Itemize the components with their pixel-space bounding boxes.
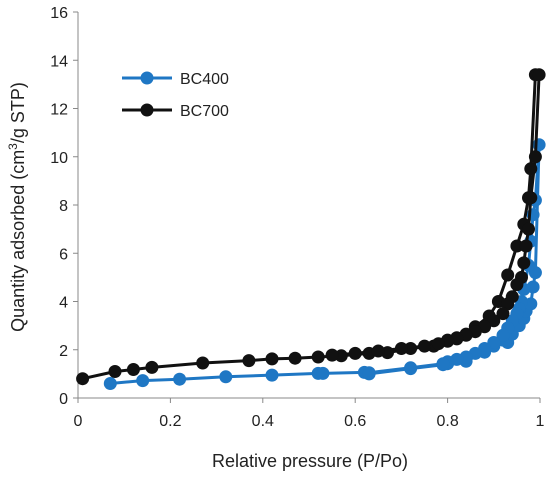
data-point-bc400 [436,357,450,371]
data-point-bc700 [501,268,515,282]
data-point-bc700 [288,351,302,365]
data-point-bc700 [145,360,159,374]
data-point-bc700 [496,307,510,321]
data-point-bc700 [394,342,408,355]
data-point-bc700 [348,346,362,360]
data-point-bc400 [265,368,279,382]
data-point-bc700 [501,297,515,311]
legend-item-bc400: BC400 [122,71,229,88]
data-point-bc700 [524,162,538,176]
legend-marker-bc700 [140,103,154,117]
legend-item-bc700: BC700 [122,103,229,120]
data-point-bc400 [173,372,187,386]
data-point-bc400 [103,377,117,390]
x-tick-label: 0 [74,413,83,430]
y-tick-label: 6 [59,246,68,263]
y-tick-label: 16 [50,5,68,22]
y-tick-label: 12 [50,102,68,119]
data-point-bc400 [487,336,501,349]
data-point-bc400 [316,366,330,380]
data-point-bc700 [76,372,90,386]
y-tick-label: 10 [50,150,68,167]
data-point-bc400 [404,361,418,375]
legend-label-bc700: BC700 [180,103,229,120]
data-point-bc700 [108,365,122,378]
x-tick-label: 0.8 [436,413,458,430]
x-axis-title: Relative pressure (P/Po) [212,451,408,471]
data-point-bc700 [510,239,524,253]
y-axis-ticks: 0 2 4 6 8 10 12 14 16 [50,5,78,408]
data-point-bc700 [528,150,542,164]
data-point-bc700 [242,354,256,368]
data-point-bc700 [371,344,385,358]
y-tick-label: 0 [59,391,68,408]
data-point-bc700 [532,68,546,82]
plot-axes [77,12,540,399]
legend-marker-bc400 [140,71,154,85]
series-layer [76,68,546,390]
y-tick-label: 2 [59,343,68,360]
data-point-bc700 [196,356,210,370]
data-point-bc700 [517,256,531,270]
y-tick-label: 4 [59,295,68,312]
data-point-bc700 [487,314,501,328]
y-axis-title-superscript: 3 [6,143,20,150]
x-tick-label: 0.4 [252,413,274,430]
legend: BC400 BC700 [122,71,229,120]
x-axis-ticks: 0 0.2 0.4 0.6 0.8 1 [74,398,545,430]
y-axis-title-end: /g STP) [8,82,28,143]
legend-label-bc400: BC400 [180,71,229,88]
data-point-bc700 [404,342,418,355]
data-point-bc700 [510,278,524,292]
y-tick-label: 14 [50,53,68,70]
x-tick-label: 1 [536,413,545,430]
data-point-bc400 [136,374,150,388]
data-point-bc700 [311,350,325,364]
data-point-bc700 [524,191,538,205]
data-point-bc400 [496,328,510,342]
data-point-bc700 [126,363,140,376]
data-point-bc400 [219,370,233,384]
y-axis-title-main: Quantity adsorbed (cm [8,150,28,332]
data-point-bc700 [522,222,535,236]
data-point-bc700 [431,337,445,351]
x-tick-label: 0.2 [159,413,181,430]
series-bc400 [103,138,546,390]
data-point-bc700 [519,239,533,253]
data-point-bc700 [265,352,279,366]
y-tick-label: 8 [59,198,68,215]
series-bc700 [76,68,546,386]
data-point-bc700 [325,348,339,362]
data-point-bc400 [362,366,376,380]
y-axis-title: Quantity adsorbed (cm3/g STP) [6,82,28,332]
data-point-bc700 [418,339,431,353]
x-tick-label: 0.6 [344,413,366,430]
